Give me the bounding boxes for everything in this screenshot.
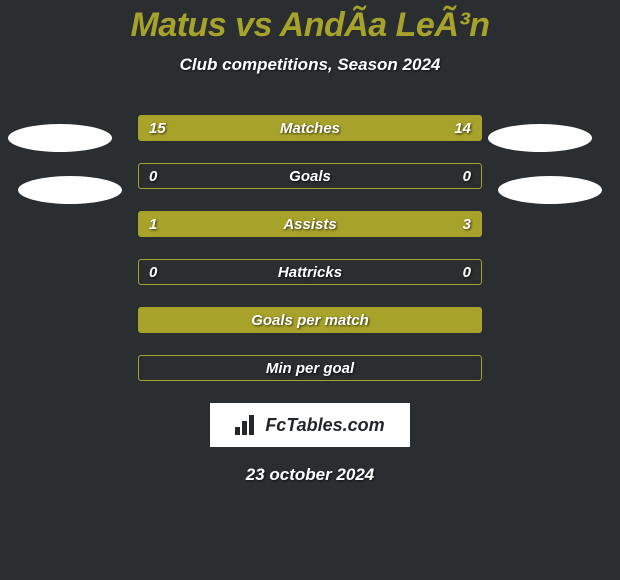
stat-row: 00Goals: [138, 163, 482, 189]
logo-text: FcTables.com: [265, 415, 384, 436]
stat-label: Hattricks: [139, 264, 481, 281]
stat-label: Goals per match: [139, 312, 481, 329]
stat-label: Min per goal: [139, 360, 481, 377]
stat-row: Min per goal: [138, 355, 482, 381]
logo-box: FcTables.com: [210, 403, 410, 447]
bars-icon: [235, 413, 261, 437]
date-line: 23 october 2024: [0, 465, 620, 485]
stats-area: 1514Matches 00Goals 13Assists 00Hattricks Go…: [0, 115, 620, 381]
page-title: Matus vs AndÃ­a LeÃ³n: [0, 0, 620, 45]
stat-label: Goals: [139, 168, 481, 185]
stat-label: Matches: [139, 120, 481, 137]
stat-row: 13Assists: [138, 211, 482, 237]
comparison-card: Matus vs AndÃ­a LeÃ³n Club competitions,…: [0, 0, 620, 580]
stat-row: Goals per match: [138, 307, 482, 333]
subtitle: Club competitions, Season 2024: [0, 55, 620, 75]
stat-label: Assists: [139, 216, 481, 233]
stat-row: 00Hattricks: [138, 259, 482, 285]
stat-row: 1514Matches: [138, 115, 482, 141]
